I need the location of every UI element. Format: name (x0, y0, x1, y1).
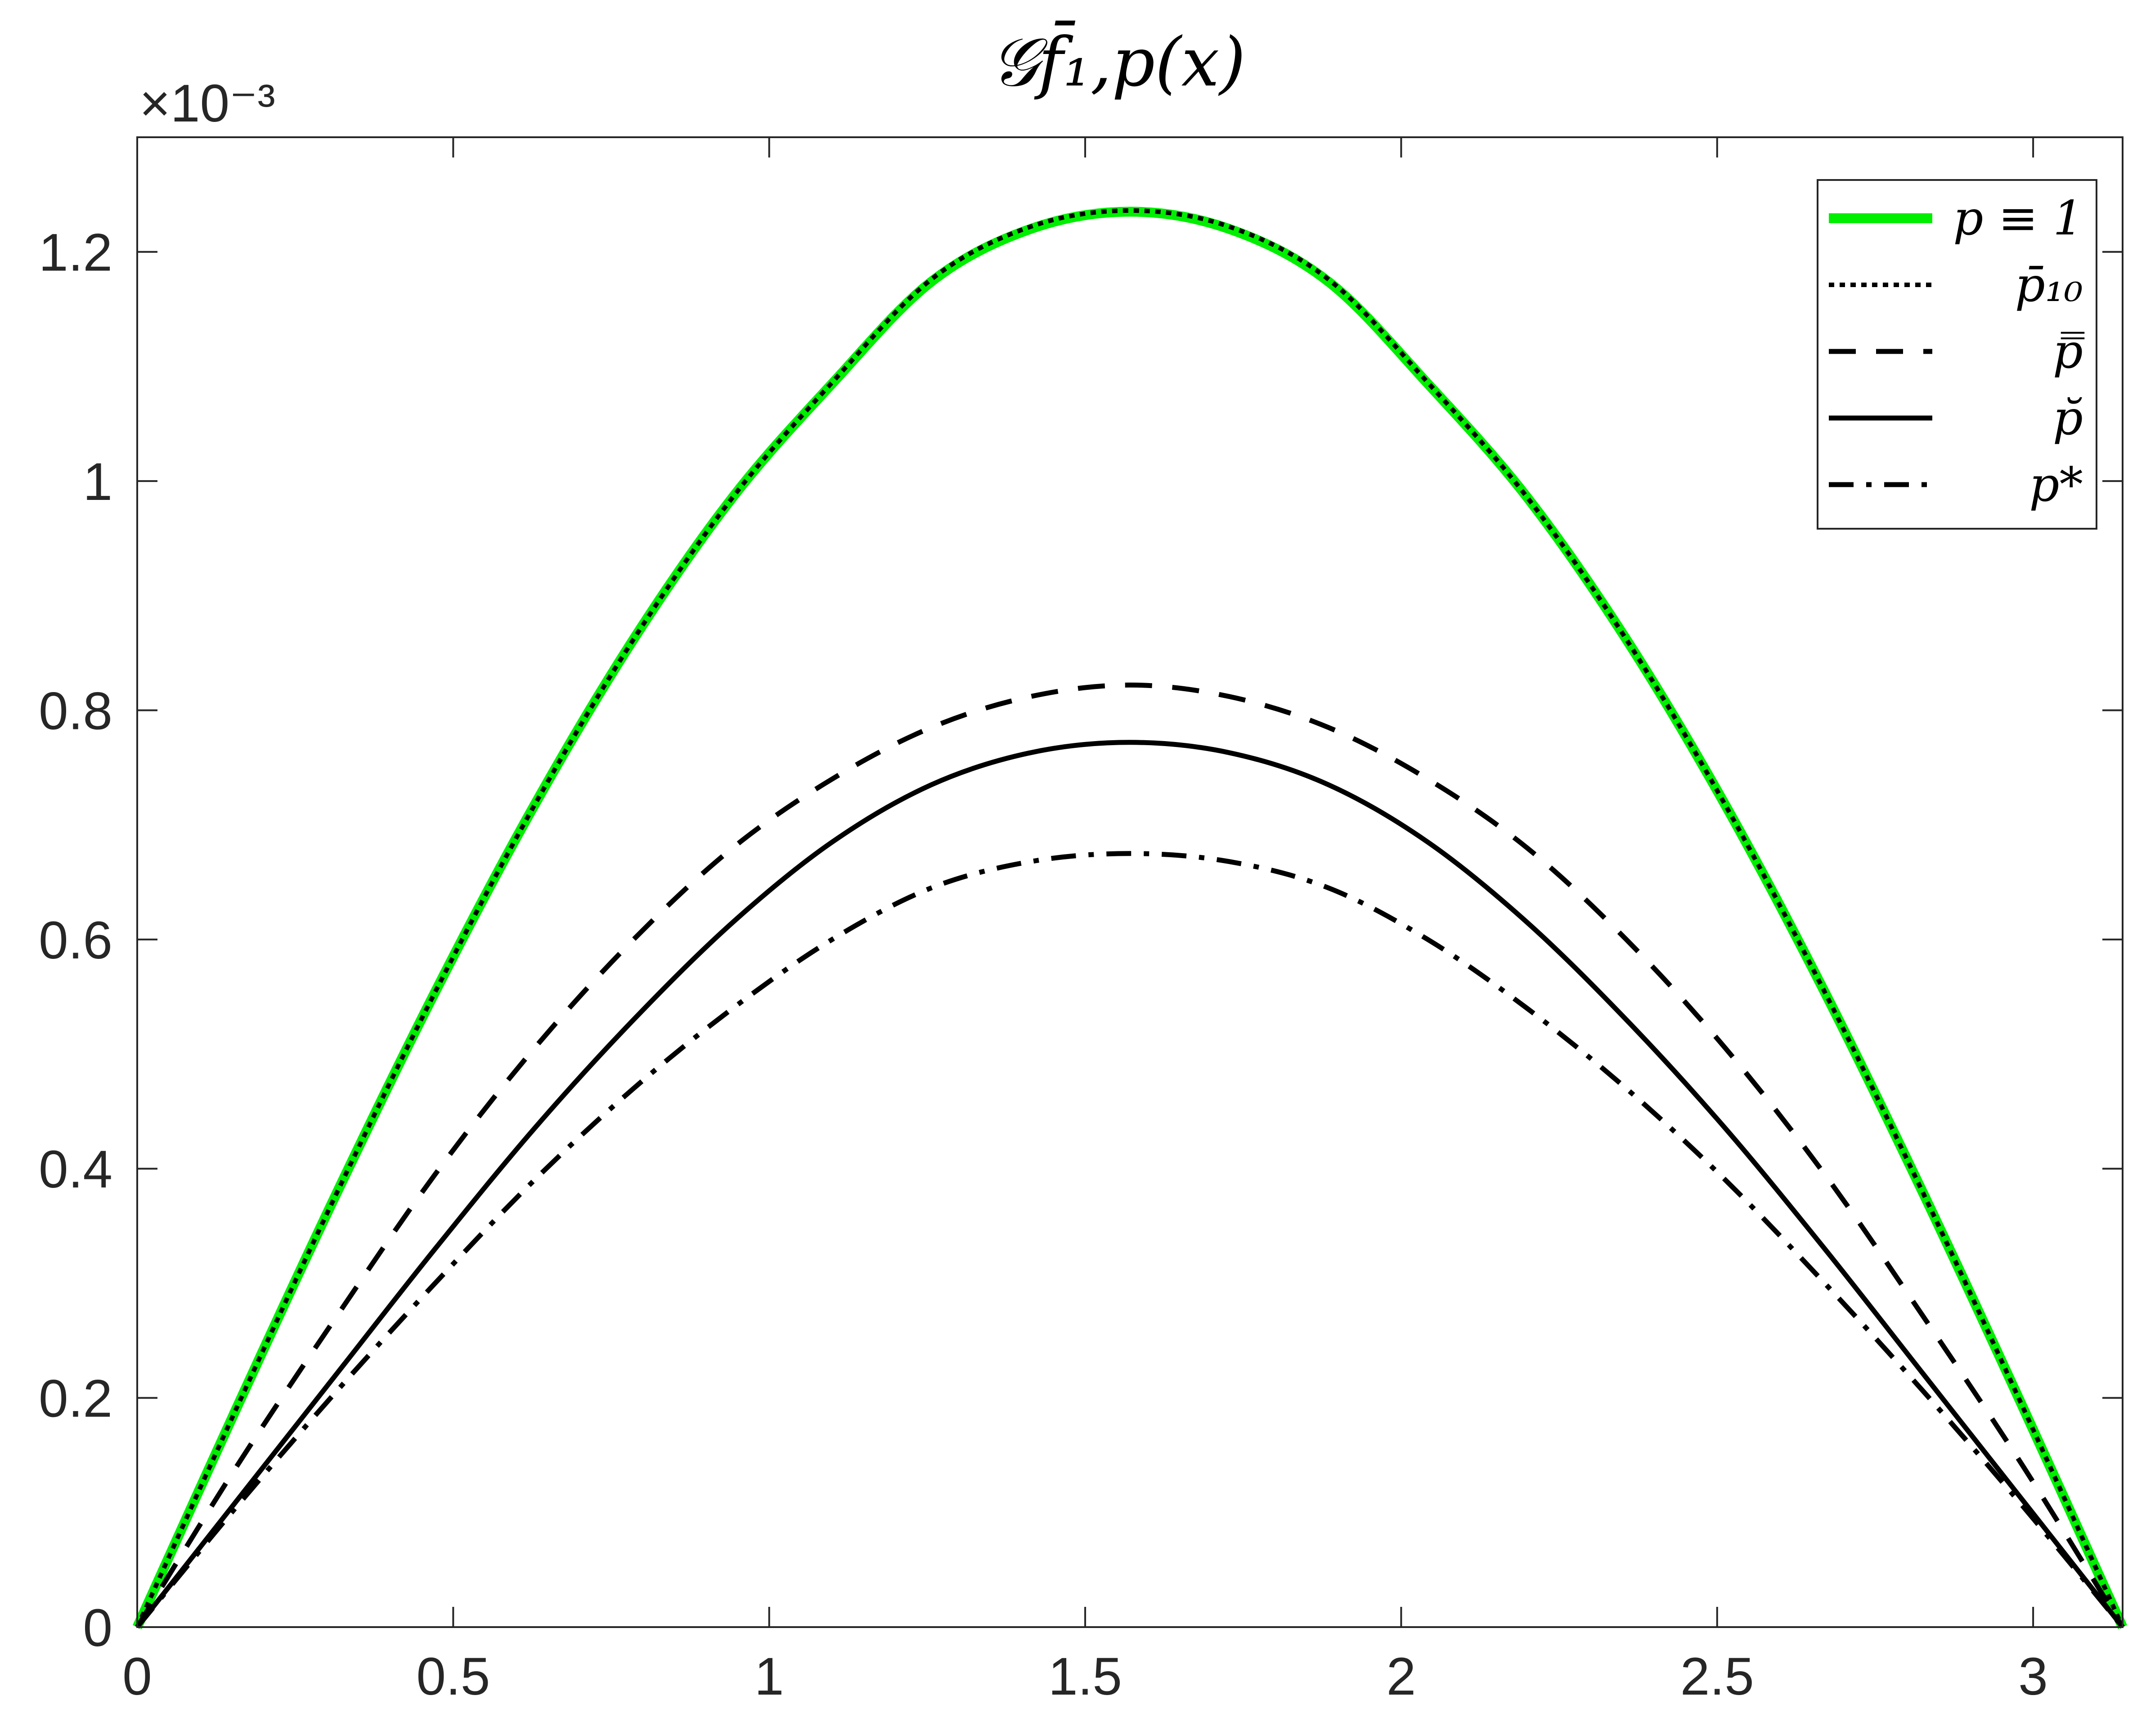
series-layer (132, 207, 2128, 1629)
y-tick-label: 1 (83, 452, 112, 512)
y-tick-label: 0.8 (39, 681, 112, 741)
legend: p ≡ 1 p̄₁₀ p̿ p̆ p* (1817, 179, 2097, 530)
x-tick-label: 3 (2018, 1647, 2048, 1706)
x-tick-label: 2.5 (1680, 1647, 1754, 1706)
x-tick-label: 1 (754, 1647, 784, 1706)
legend-label-1: p̄₁₀ (2015, 257, 2083, 312)
legend-label-2: p̿ (2053, 324, 2084, 379)
chart-title: 𝒢f̄₁,p(x) (990, 20, 1246, 102)
series-line-4 (135, 851, 2125, 1629)
x-tick-label: 1.5 (1048, 1647, 1122, 1706)
x-tick-label: 0 (122, 1647, 152, 1706)
plot-frame (136, 136, 2124, 1628)
y-tick-label: 0.6 (39, 911, 112, 970)
legend-label-0: p ≡ 1 (1953, 191, 2083, 246)
x-tick-label: 2 (1387, 1647, 1416, 1706)
y-tick-label: 1.2 (39, 223, 112, 283)
x-tick-label: 0.5 (416, 1647, 490, 1706)
series-line-3 (135, 740, 2125, 1629)
tick-labels: 0 0.5 1 1.5 2 2.5 3 0 0.2 0.4 0.6 0.8 1 1.2 (39, 223, 2048, 1706)
y-tick-label: 0 (83, 1598, 112, 1658)
y-axis-exponent-label: ×10⁻³ (139, 74, 275, 133)
legend-label-4: p* (2029, 457, 2083, 512)
legend-label-3: p̆ (2053, 391, 2083, 445)
legend-box (1817, 179, 2097, 530)
y-tick-label: 0.2 (39, 1369, 112, 1429)
series-line-1 (135, 208, 2125, 1628)
series-line-2 (135, 682, 2125, 1628)
y-tick-label: 0.4 (39, 1140, 112, 1199)
